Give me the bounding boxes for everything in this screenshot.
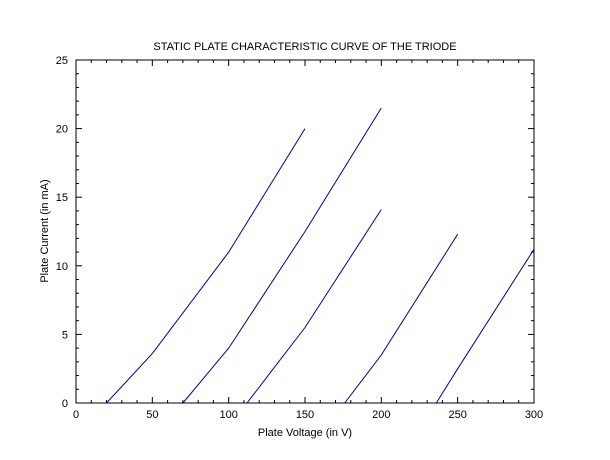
y-tick-label: 10 — [56, 261, 68, 273]
x-tick-label: 150 — [296, 409, 314, 421]
series-line-3 — [246, 209, 382, 404]
chart-title: STATIC PLATE CHARACTERISTIC CURVE OF THE… — [153, 41, 456, 53]
y-tick-label: 0 — [62, 398, 68, 410]
y-tick-label: 15 — [56, 192, 68, 204]
x-tick-label: 0 — [73, 409, 79, 421]
series-line-2 — [182, 107, 382, 404]
plot-area: 0 50 100 150 200 250 300 0 5 10 15 20 25 — [56, 55, 543, 421]
x-tick-label: 50 — [146, 409, 158, 421]
x-tick-label: 250 — [448, 409, 466, 421]
y-tick-label: 25 — [56, 55, 68, 67]
y-tick-label: 20 — [56, 124, 68, 136]
series-line-4 — [344, 233, 459, 404]
y-tick-label: 5 — [62, 329, 68, 341]
x-axis-label: Plate Voltage (in V) — [258, 427, 352, 439]
x-tick-label: 100 — [219, 409, 237, 421]
series-line-1 — [106, 128, 306, 404]
y-axis-label: Plate Current (in mA) — [39, 179, 51, 282]
series-line-5 — [435, 249, 535, 404]
x-tick-label: 200 — [372, 409, 390, 421]
x-tick-label: 300 — [525, 409, 543, 421]
